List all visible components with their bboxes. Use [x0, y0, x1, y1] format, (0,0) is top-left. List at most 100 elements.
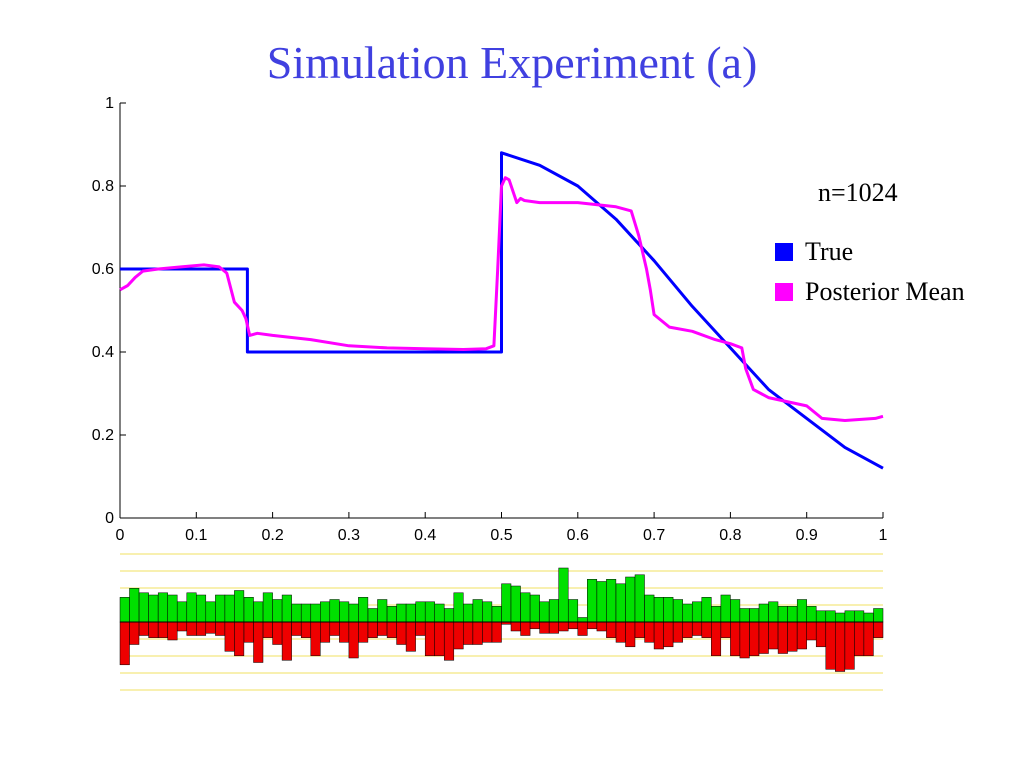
positive-bar: [501, 583, 512, 623]
positive-bar: [196, 594, 207, 623]
negative-bar: [711, 621, 722, 657]
negative-bar: [644, 621, 655, 643]
negative-bar: [463, 621, 474, 645]
y-tick-label: 0.6: [92, 261, 114, 278]
negative-bar: [396, 621, 407, 645]
positive-bar: [682, 603, 693, 623]
negative-bar: [787, 621, 798, 652]
negative-bar: [300, 621, 311, 638]
posterior-mean-line: [119, 176, 884, 422]
positive-bar: [720, 594, 731, 623]
negative-bar: [863, 621, 874, 657]
positive-bar: [472, 599, 483, 623]
y-tick-label: 0.4: [92, 344, 114, 361]
negative-bar: [615, 621, 626, 643]
negative-bar: [587, 621, 598, 630]
positive-bar: [806, 606, 817, 623]
negative-bar: [243, 621, 254, 643]
negative-bar: [815, 621, 826, 648]
positive-bar: [768, 601, 779, 623]
legend: True Posterior Mean: [775, 232, 965, 312]
positive-bar: [577, 617, 588, 623]
negative-bar: [224, 621, 235, 652]
negative-bar: [796, 621, 807, 650]
negative-bar: [129, 621, 140, 645]
positive-bar: [176, 601, 187, 623]
positive-bar: [253, 601, 264, 623]
x-tick-label: 0: [116, 527, 125, 544]
positive-bar: [291, 603, 302, 623]
negative-bar: [844, 621, 855, 670]
positive-bar: [463, 603, 474, 623]
positive-bar: [825, 610, 836, 623]
positive-bar: [863, 612, 874, 623]
positive-bar: [854, 610, 865, 623]
positive-bar: [529, 594, 540, 623]
negative-bar: [730, 621, 741, 657]
legend-swatch-posterior: [775, 283, 793, 301]
positive-bar: [815, 610, 826, 623]
positive-bar: [606, 579, 617, 623]
positive-bar: [539, 601, 550, 623]
negative-bar: [529, 621, 540, 630]
negative-bar: [386, 621, 397, 638]
negative-bar: [835, 621, 846, 672]
positive-bar: [711, 606, 722, 623]
positive-bar: [329, 599, 340, 623]
y-tick-label: 0.2: [92, 427, 114, 444]
positive-bar: [787, 606, 798, 623]
negative-bar: [634, 621, 645, 638]
negative-bar: [415, 621, 426, 636]
positive-bar: [596, 581, 607, 623]
positive-bar: [587, 579, 598, 623]
x-tick-label: 0.7: [643, 527, 665, 544]
positive-bar: [424, 601, 435, 623]
negative-bar: [606, 621, 617, 638]
x-tick-label: 1: [879, 527, 888, 544]
positive-bar: [482, 601, 493, 623]
x-tick-label: 0.4: [414, 527, 436, 544]
y-tick-label: 0: [105, 510, 114, 527]
negative-bar: [749, 621, 760, 657]
positive-bar: [138, 592, 149, 623]
positive-bar: [310, 603, 321, 623]
negative-bar: [138, 621, 149, 636]
positive-bar: [224, 594, 235, 623]
legend-swatch-true: [775, 243, 793, 261]
negative-bar: [663, 621, 674, 648]
positive-bar: [234, 590, 245, 623]
negative-bar: [453, 621, 464, 650]
x-tick-label: 0.5: [490, 527, 512, 544]
negative-bar: [692, 621, 703, 636]
negative-bar: [434, 621, 445, 657]
negative-bar: [510, 621, 521, 632]
positive-bar: [835, 612, 846, 623]
negative-bar: [548, 621, 559, 634]
positive-bar: [644, 594, 655, 623]
negative-bar: [653, 621, 664, 650]
x-tick-label: 0.1: [185, 527, 207, 544]
positive-bar: [663, 597, 674, 623]
negative-bar: [682, 621, 693, 638]
positive-bar: [119, 597, 130, 623]
negative-bar: [577, 621, 588, 636]
negative-bar: [358, 621, 369, 643]
negative-bar: [167, 621, 178, 641]
positive-bar: [558, 567, 569, 623]
positive-bar: [396, 603, 407, 623]
positive-bar: [634, 574, 645, 623]
negative-bar: [196, 621, 207, 636]
negative-bar: [482, 621, 493, 643]
x-tick-label: 0.6: [567, 527, 589, 544]
y-tick-label: 1: [105, 95, 114, 112]
negative-bar: [539, 621, 550, 634]
legend-item-posterior: Posterior Mean: [775, 272, 965, 312]
positive-bar: [796, 599, 807, 623]
positive-bar: [692, 601, 703, 623]
negative-bar: [491, 621, 502, 643]
negative-bar: [568, 621, 579, 630]
positive-bar: [243, 597, 254, 623]
legend-label-posterior: Posterior Mean: [805, 277, 965, 306]
positive-bar: [320, 601, 331, 623]
negative-bar: [148, 621, 159, 638]
